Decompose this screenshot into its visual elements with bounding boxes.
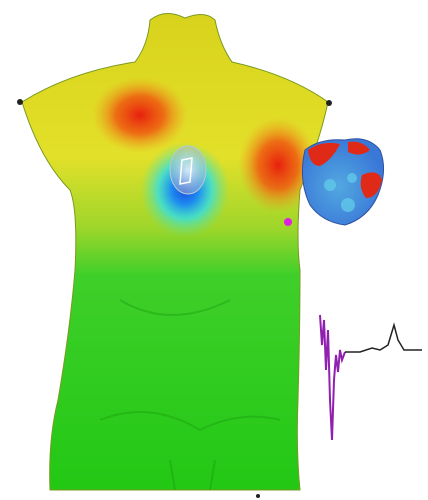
- page: {}: [0, 0, 428, 500]
- marker: [326, 100, 332, 106]
- marker: [284, 218, 292, 226]
- heart-cool-region: [324, 179, 336, 191]
- hot-region: [92, 77, 188, 153]
- heart-cool-region: [341, 198, 355, 212]
- heart-model: [302, 139, 383, 225]
- marker: [256, 494, 260, 498]
- ecg-trace: [345, 325, 422, 352]
- ecg-trace: [320, 315, 345, 440]
- marker: [17, 99, 23, 105]
- heart-outline: [170, 146, 206, 194]
- torso-map-render: [0, 0, 428, 500]
- heart-cool-region: [347, 173, 357, 183]
